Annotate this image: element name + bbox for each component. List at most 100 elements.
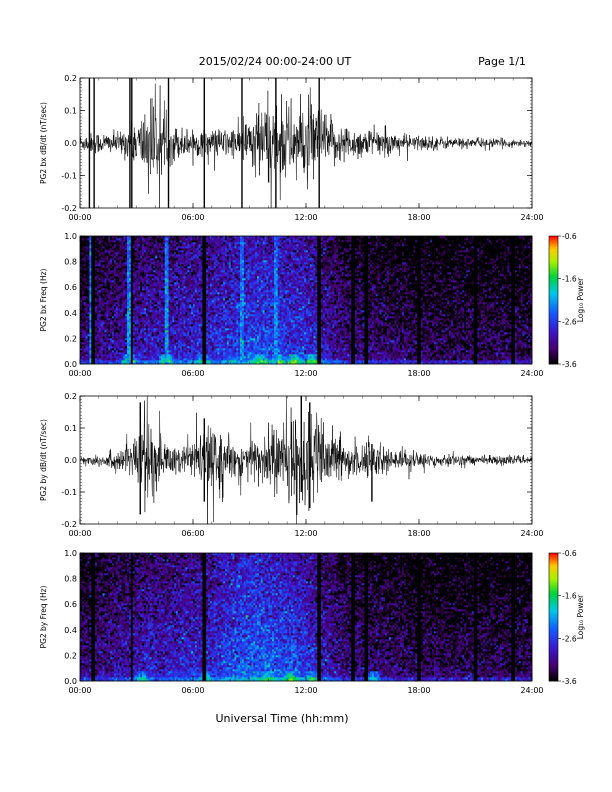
- spectrogram-cell: [221, 348, 223, 350]
- spectrogram-cell: [189, 358, 191, 360]
- spectrogram-cell: [172, 260, 174, 262]
- spectrogram-cell: [104, 244, 106, 246]
- spectrogram-cell: [101, 302, 103, 304]
- spectrogram-cell: [103, 350, 105, 352]
- spectrogram-cell: [217, 302, 219, 304]
- spectrogram-cell: [127, 340, 129, 342]
- spectrogram-cell: [187, 276, 189, 278]
- spectrogram-cell: [176, 338, 178, 340]
- spectrogram-cell: [84, 302, 86, 304]
- spectrogram-cell: [146, 292, 148, 294]
- spectrogram-cell: [178, 350, 180, 352]
- spectrogram-cell: [118, 306, 120, 308]
- spectrogram-cell: [163, 344, 165, 346]
- spectrogram-cell: [170, 260, 172, 262]
- spectrogram-cell: [153, 244, 155, 246]
- spectrogram-cell: [135, 292, 137, 294]
- spectrogram-cell: [112, 302, 114, 304]
- spectrogram-cell: [216, 336, 218, 338]
- spectrogram-cell: [155, 298, 157, 300]
- spectrogram-cell: [112, 306, 114, 308]
- spectrogram-cell: [137, 248, 139, 250]
- spectrogram-cell: [138, 284, 140, 286]
- spectrogram-cell: [165, 348, 167, 350]
- spectrogram-cell: [182, 270, 184, 272]
- spectrogram-cell: [184, 334, 186, 336]
- spectrogram-cell: [174, 262, 176, 264]
- spectrogram-cell: [110, 354, 112, 356]
- spectrogram-cell: [110, 336, 112, 338]
- spectrogram-cell: [150, 332, 152, 334]
- spectrogram-cell: [152, 258, 154, 260]
- spectrogram-cell: [148, 340, 150, 342]
- spectrogram-cell: [208, 246, 210, 248]
- spectrogram-cell: [206, 264, 208, 266]
- spectrogram-cell: [93, 314, 95, 316]
- spectrogram-cell: [189, 328, 191, 330]
- spectrogram-cell: [138, 312, 140, 314]
- spectrogram-cell: [106, 318, 108, 320]
- spectrogram-cell: [174, 252, 176, 254]
- spectrogram-cell: [123, 246, 125, 248]
- spectrogram-cell: [82, 340, 84, 342]
- spectrogram-cell: [197, 238, 199, 240]
- spectrogram-cell: [137, 290, 139, 292]
- spectrogram-cell: [201, 330, 203, 332]
- spectrogram-cell: [182, 326, 184, 328]
- spectrogram-cell: [204, 356, 206, 358]
- spectrogram-cell: [153, 286, 155, 288]
- spectrogram-cell: [133, 284, 135, 286]
- spectrogram-cell: [217, 318, 219, 320]
- spectrogram-cell: [182, 352, 184, 354]
- spectrogram-cell: [84, 246, 86, 248]
- spectrogram-cell: [180, 340, 182, 342]
- spectrogram-cell: [161, 296, 163, 298]
- spectrogram-cell: [169, 318, 171, 320]
- spectrogram-cell: [161, 242, 163, 244]
- spectrogram-cell: [138, 278, 140, 280]
- spectrogram-cell: [219, 288, 221, 290]
- spectrogram-cell: [178, 354, 180, 356]
- spectrogram-cell: [144, 272, 146, 274]
- spectrogram-cell: [82, 318, 84, 320]
- spectrogram-cell: [112, 308, 114, 310]
- spectrogram-cell: [153, 348, 155, 350]
- spectrogram-cell: [118, 290, 120, 292]
- spectrogram-cell: [131, 244, 133, 246]
- spectrogram-cell: [185, 270, 187, 272]
- spectrogram-cell: [182, 248, 184, 250]
- spectrogram-cell: [121, 252, 123, 254]
- spectrogram-cell: [199, 276, 201, 278]
- spectrogram-cell: [159, 288, 161, 290]
- spectrogram-cell: [212, 242, 214, 244]
- spectrogram-cell: [97, 328, 99, 330]
- spectrogram-cell: [86, 322, 88, 324]
- spectrogram-cell: [182, 302, 184, 304]
- spectrogram-cell: [95, 264, 97, 266]
- spectrogram-cell: [93, 258, 95, 260]
- spectrogram-cell: [212, 296, 214, 298]
- spectrogram-cell: [86, 244, 88, 246]
- spectrogram-cell: [133, 332, 135, 334]
- spectrogram-cell: [167, 352, 169, 354]
- spectrogram-cell: [131, 256, 133, 258]
- spectrogram-cell: [112, 358, 114, 360]
- spectrogram-cell: [118, 280, 120, 282]
- spectrogram-cell: [219, 300, 221, 302]
- spectrogram-cell: [106, 292, 108, 294]
- spectrogram-cell: [161, 270, 163, 272]
- spectrogram-cell: [169, 324, 171, 326]
- spectrogram-cell: [163, 278, 165, 280]
- spectrogram-cell: [165, 322, 167, 324]
- spectrogram-cell: [199, 250, 201, 252]
- spectrogram-cell: [112, 336, 114, 338]
- spectrogram-cell: [131, 326, 133, 328]
- spectrogram-cell: [159, 354, 161, 356]
- spectrogram-cell: [193, 266, 195, 268]
- spectrogram-cell: [137, 330, 139, 332]
- spectrogram-cell: [155, 282, 157, 284]
- spectrogram-cell: [184, 318, 186, 320]
- spectrogram-cell: [110, 268, 112, 270]
- spectrogram-cell: [106, 258, 108, 260]
- spectrogram-cell: [212, 316, 214, 318]
